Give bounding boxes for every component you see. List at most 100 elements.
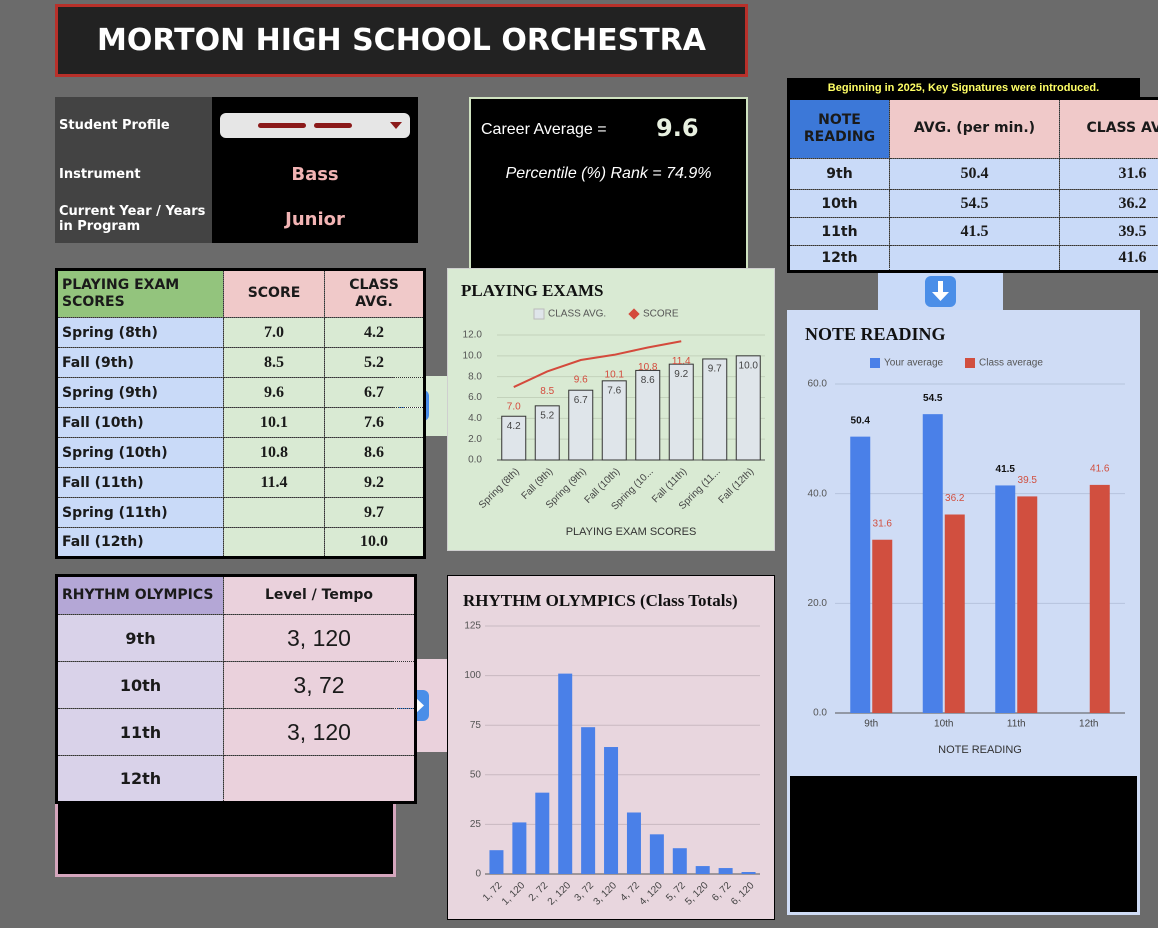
cell [889, 245, 1060, 272]
cell: 5.2 [324, 347, 425, 378]
cell: 54.5 [889, 189, 1060, 218]
bar [626, 812, 641, 874]
arrow-icon [925, 276, 956, 307]
row: Fall (12th) 10.0 [56, 527, 425, 558]
row: Spring (8th) 7.0 4.2 [56, 317, 425, 348]
cell: 41.5 [889, 217, 1060, 246]
bar [672, 848, 687, 874]
chart: NOTE READING 0.0 20.0 40.0 60.0 9th 10th 11th 12… [787, 310, 1140, 773]
x-tick-label: 9th [864, 719, 878, 730]
y-tick-label: 6.0 [468, 392, 482, 403]
row: 11th 3, 120 [56, 708, 416, 756]
chart-title: RHYTHM OLYMPICS (Class Totals) [463, 591, 738, 610]
career-label: Career Average = [481, 121, 607, 138]
chart-title: NOTE READING [805, 324, 946, 344]
legend-swatch [870, 358, 880, 368]
data-label: 39.5 [1018, 475, 1038, 486]
profile-label: Student Profile [55, 97, 212, 153]
header-cell: CLASS AVG. [324, 269, 425, 318]
row: Fall (11th) 11.4 9.2 [56, 467, 425, 498]
y-tick-label: 8.0 [468, 371, 482, 382]
cell: Spring (10th) [56, 437, 224, 468]
data-label: 10.0 [739, 360, 759, 371]
cell: 10.8 [223, 437, 325, 468]
title: MORTON HIGH SCHOOL ORCHESTRA [97, 23, 706, 58]
row: Spring (11th) 9.7 [56, 497, 425, 528]
y-tick-label: 25 [470, 819, 482, 830]
legend-label: Class average [979, 358, 1043, 369]
row: 9th 50.4 31.6 [788, 158, 1158, 190]
cell: 6.7 [324, 377, 425, 408]
y-tick-label: 40.0 [808, 488, 828, 499]
legend-label: CLASS AVG. [548, 309, 606, 320]
bar [695, 866, 710, 874]
line [513, 340, 682, 388]
row: 10th 3, 72 [56, 661, 416, 709]
cell: 7.6 [324, 407, 425, 438]
cell: 11th [788, 217, 890, 246]
y-tick-label: 60.0 [808, 379, 828, 390]
cell [223, 755, 416, 803]
y-tick-label: 100 [464, 670, 481, 681]
bar [702, 358, 728, 461]
instrument: Bass [212, 153, 418, 195]
data-label: 9.2 [674, 369, 688, 380]
profile-label: Current Year / Years in Program [55, 195, 212, 243]
bar [604, 747, 619, 874]
row: Spring (10th) 10.8 8.6 [56, 437, 425, 468]
cell: 10th [56, 661, 224, 709]
cell: 3, 120 [223, 708, 416, 756]
y-tick-label: 125 [464, 621, 481, 632]
header-row: PLAYING EXAM SCORES SCORE CLASS AVG. [56, 269, 425, 318]
cell: 10th [788, 189, 890, 218]
cell: 3, 120 [223, 614, 416, 662]
career-value: 9.6 [656, 114, 699, 142]
row: 12th [56, 755, 416, 803]
bar [489, 850, 504, 874]
cell: 12th [56, 755, 224, 803]
notice: Beginning in 2025, Key Signatures were i… [787, 78, 1140, 98]
title-bar: MORTON HIGH SCHOOL ORCHESTRA [55, 4, 748, 77]
data-label: 41.6 [1090, 464, 1110, 475]
bar [944, 514, 965, 713]
bar [741, 872, 756, 874]
cell: 9.2 [324, 467, 425, 498]
bar [922, 414, 943, 713]
cell: 9th [788, 158, 890, 190]
bar [850, 436, 871, 713]
bar [649, 834, 664, 874]
row: Fall (9th) 8.5 5.2 [56, 347, 425, 378]
bar [668, 363, 694, 461]
y-tick-label: 50 [470, 769, 482, 780]
redacted [314, 122, 352, 128]
cell: Fall (11th) [56, 467, 224, 498]
data-label: 7.0 [507, 402, 521, 413]
header-cell: SCORE [223, 269, 325, 318]
cell: 9th [56, 614, 224, 662]
dropdown[interactable] [220, 112, 410, 138]
profile-table: Student Profile Instrument Bass Current … [55, 97, 418, 243]
cell: Fall (9th) [56, 347, 224, 378]
header-row: RHYTHM OLYMPICS Level / Tempo [56, 575, 416, 615]
bar [635, 369, 661, 461]
x-axis-label: NOTE READING [938, 744, 1022, 756]
bar [581, 727, 596, 874]
cell: 50.4 [889, 158, 1060, 190]
row: 12th 41.6 [788, 245, 1158, 272]
y-tick-label: 4.0 [468, 413, 482, 424]
legend-label: Your average [884, 358, 944, 369]
cell: 7.0 [223, 317, 325, 348]
bar [568, 389, 594, 461]
data-label: 11.4 [672, 356, 691, 367]
x-tick-label: 12th [1079, 719, 1098, 730]
cell: 9.7 [324, 497, 425, 528]
blank-box [55, 798, 396, 877]
legend-swatch [965, 358, 975, 368]
row: 9th 3, 120 [56, 614, 416, 662]
bar [1017, 496, 1038, 713]
bar [995, 485, 1016, 713]
cell: 11th [56, 708, 224, 756]
y-tick-label: 2.0 [468, 434, 482, 445]
